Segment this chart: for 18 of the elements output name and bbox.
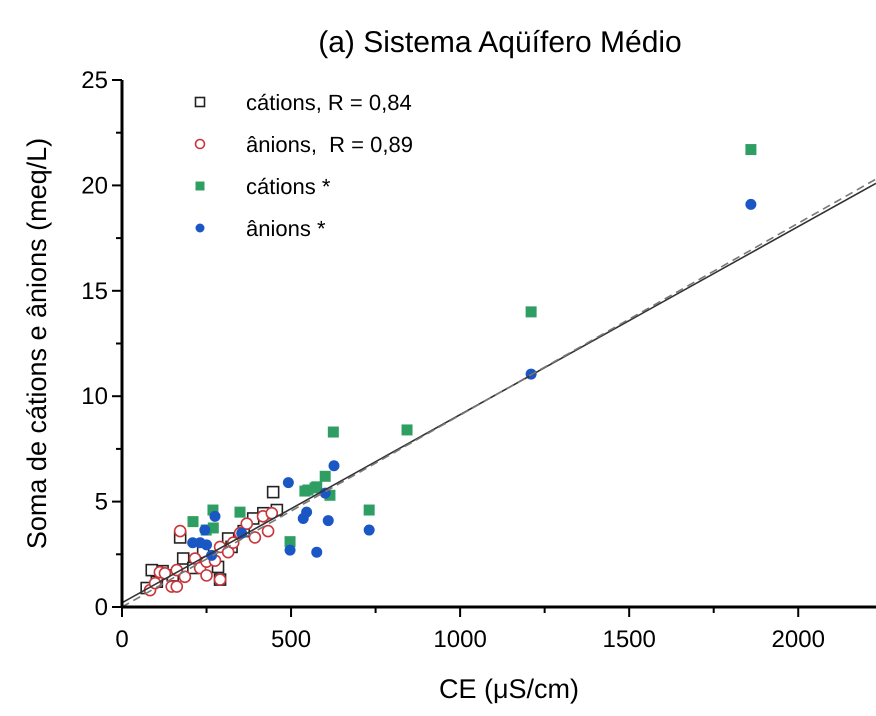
y-tick-label: 0 [94,594,108,621]
x-tick-label: 500 [271,626,312,653]
y-tick-label: 5 [94,488,108,516]
y-tick-label: 15 [81,278,108,305]
x-tick-label: 1500 [602,626,656,653]
x-tick-label: 2000 [772,626,825,653]
x-tick-label: 1000 [433,626,487,653]
legend-label: cátions, R = 0,84 [246,90,412,115]
x-axis-title: CE (μS/cm) [438,674,580,704]
y-tick-label: 10 [81,383,108,410]
chart-title: (a) Sistema Aqüífero Médio [318,26,682,59]
legend-label: ânions, R = 0,89 [246,132,413,157]
y-axis-title: Soma de cátions e ânions (meq/L) [22,138,52,550]
y-tick-label: 25 [81,67,108,94]
legend-label: ânions * [246,216,326,241]
legend-label: cátions * [246,174,331,199]
y-tick-label: 20 [81,172,108,200]
x-tick-label: 0 [115,626,129,653]
